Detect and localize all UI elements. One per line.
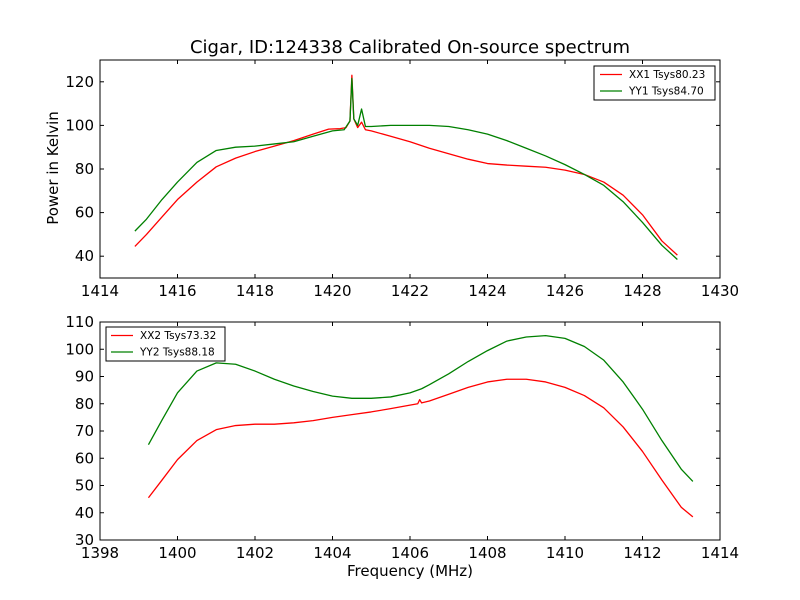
top-y-tick-label: 40 bbox=[75, 247, 94, 265]
top-series-line-1 bbox=[134, 77, 678, 260]
bottom-y-tick-label: 90 bbox=[75, 368, 94, 386]
bottom-x-tick-label: 1412 bbox=[623, 544, 661, 562]
bottom-legend-box bbox=[105, 326, 226, 362]
bottom-y-tick-label: 80 bbox=[75, 395, 94, 413]
bottom-x-tick-label: 1398 bbox=[81, 544, 119, 562]
bottom-y-tick-label: 30 bbox=[75, 531, 94, 549]
top-x-tick-label: 1422 bbox=[391, 282, 429, 300]
legend-label-xx1: XX1 Tsys80.23 bbox=[629, 69, 705, 81]
legend-label-xx2: XX2 Tsys73.32 bbox=[140, 330, 216, 342]
bottom-y-tick-label: 40 bbox=[75, 504, 94, 522]
top-plot-frame bbox=[99, 59, 721, 279]
bottom-x-tick-label: 1402 bbox=[236, 544, 274, 562]
top-legend: XX1 Tsys80.23 YY1 Tsys84.70 bbox=[593, 65, 716, 101]
bottom-y-tick-label: 110 bbox=[65, 313, 94, 331]
bottom-plot-area: 1398 1400 1402 1404 1406 1408 1410 1412 1414 30 40… bbox=[65, 313, 739, 562]
bottom-x-tick-label: 1414 bbox=[701, 544, 739, 562]
top-plot-area: 1414 1416 1418 1420 1422 1424 1426 1428 1430 40 60… bbox=[65, 60, 739, 300]
top-y-axis-label: Power in Kelvin bbox=[44, 111, 62, 225]
bottom-plot-frame bbox=[99, 321, 721, 541]
bottom-x-tick-label: 1406 bbox=[391, 544, 429, 562]
bottom-x-tick-label: 1400 bbox=[158, 544, 196, 562]
bottom-legend: XX2 Tsys73.32 YY2 Tsys88.18 bbox=[105, 326, 226, 362]
top-legend-box bbox=[593, 65, 716, 101]
top-x-tick-label: 1414 bbox=[81, 282, 119, 300]
bottom-panel: Frequency (MHz) 1398 1400 1402 1404 1406 1408… bbox=[65, 313, 739, 580]
top-y-tick-label: 80 bbox=[75, 160, 94, 178]
top-x-tick-label: 1430 bbox=[701, 282, 739, 300]
bottom-series-line-0 bbox=[147, 378, 694, 518]
bottom-x-tick-label: 1404 bbox=[313, 544, 351, 562]
top-chart-title: Cigar, ID:124338 Calibrated On-source sp… bbox=[190, 37, 630, 58]
bottom-y-tick-label: 100 bbox=[65, 340, 94, 358]
top-panel: Cigar, ID:124338 Calibrated On-source sp… bbox=[44, 37, 739, 300]
bottom-y-tick-label: 60 bbox=[75, 449, 94, 467]
bottom-x-tick-label: 1408 bbox=[468, 544, 506, 562]
top-x-tick-label: 1424 bbox=[468, 282, 506, 300]
top-y-tick-label: 120 bbox=[65, 73, 94, 91]
top-x-tick-label: 1418 bbox=[236, 282, 274, 300]
top-x-tick-label: 1420 bbox=[313, 282, 351, 300]
top-series-line-0 bbox=[134, 74, 678, 256]
legend-label-yy1: YY1 Tsys84.70 bbox=[628, 86, 704, 98]
top-x-tick-label: 1426 bbox=[546, 282, 584, 300]
top-x-tick-label: 1416 bbox=[158, 282, 196, 300]
bottom-y-tick-label: 50 bbox=[75, 477, 94, 495]
legend-label-yy2: YY2 Tsys88.18 bbox=[139, 347, 215, 359]
top-x-tick-label: 1428 bbox=[623, 282, 661, 300]
top-y-tick-label: 60 bbox=[75, 204, 94, 222]
top-y-tick-label: 100 bbox=[65, 116, 94, 134]
bottom-x-tick-label: 1410 bbox=[546, 544, 584, 562]
bottom-x-axis-label: Frequency (MHz) bbox=[347, 562, 473, 580]
bottom-series-line-1 bbox=[147, 334, 694, 482]
bottom-y-tick-label: 70 bbox=[75, 422, 94, 440]
